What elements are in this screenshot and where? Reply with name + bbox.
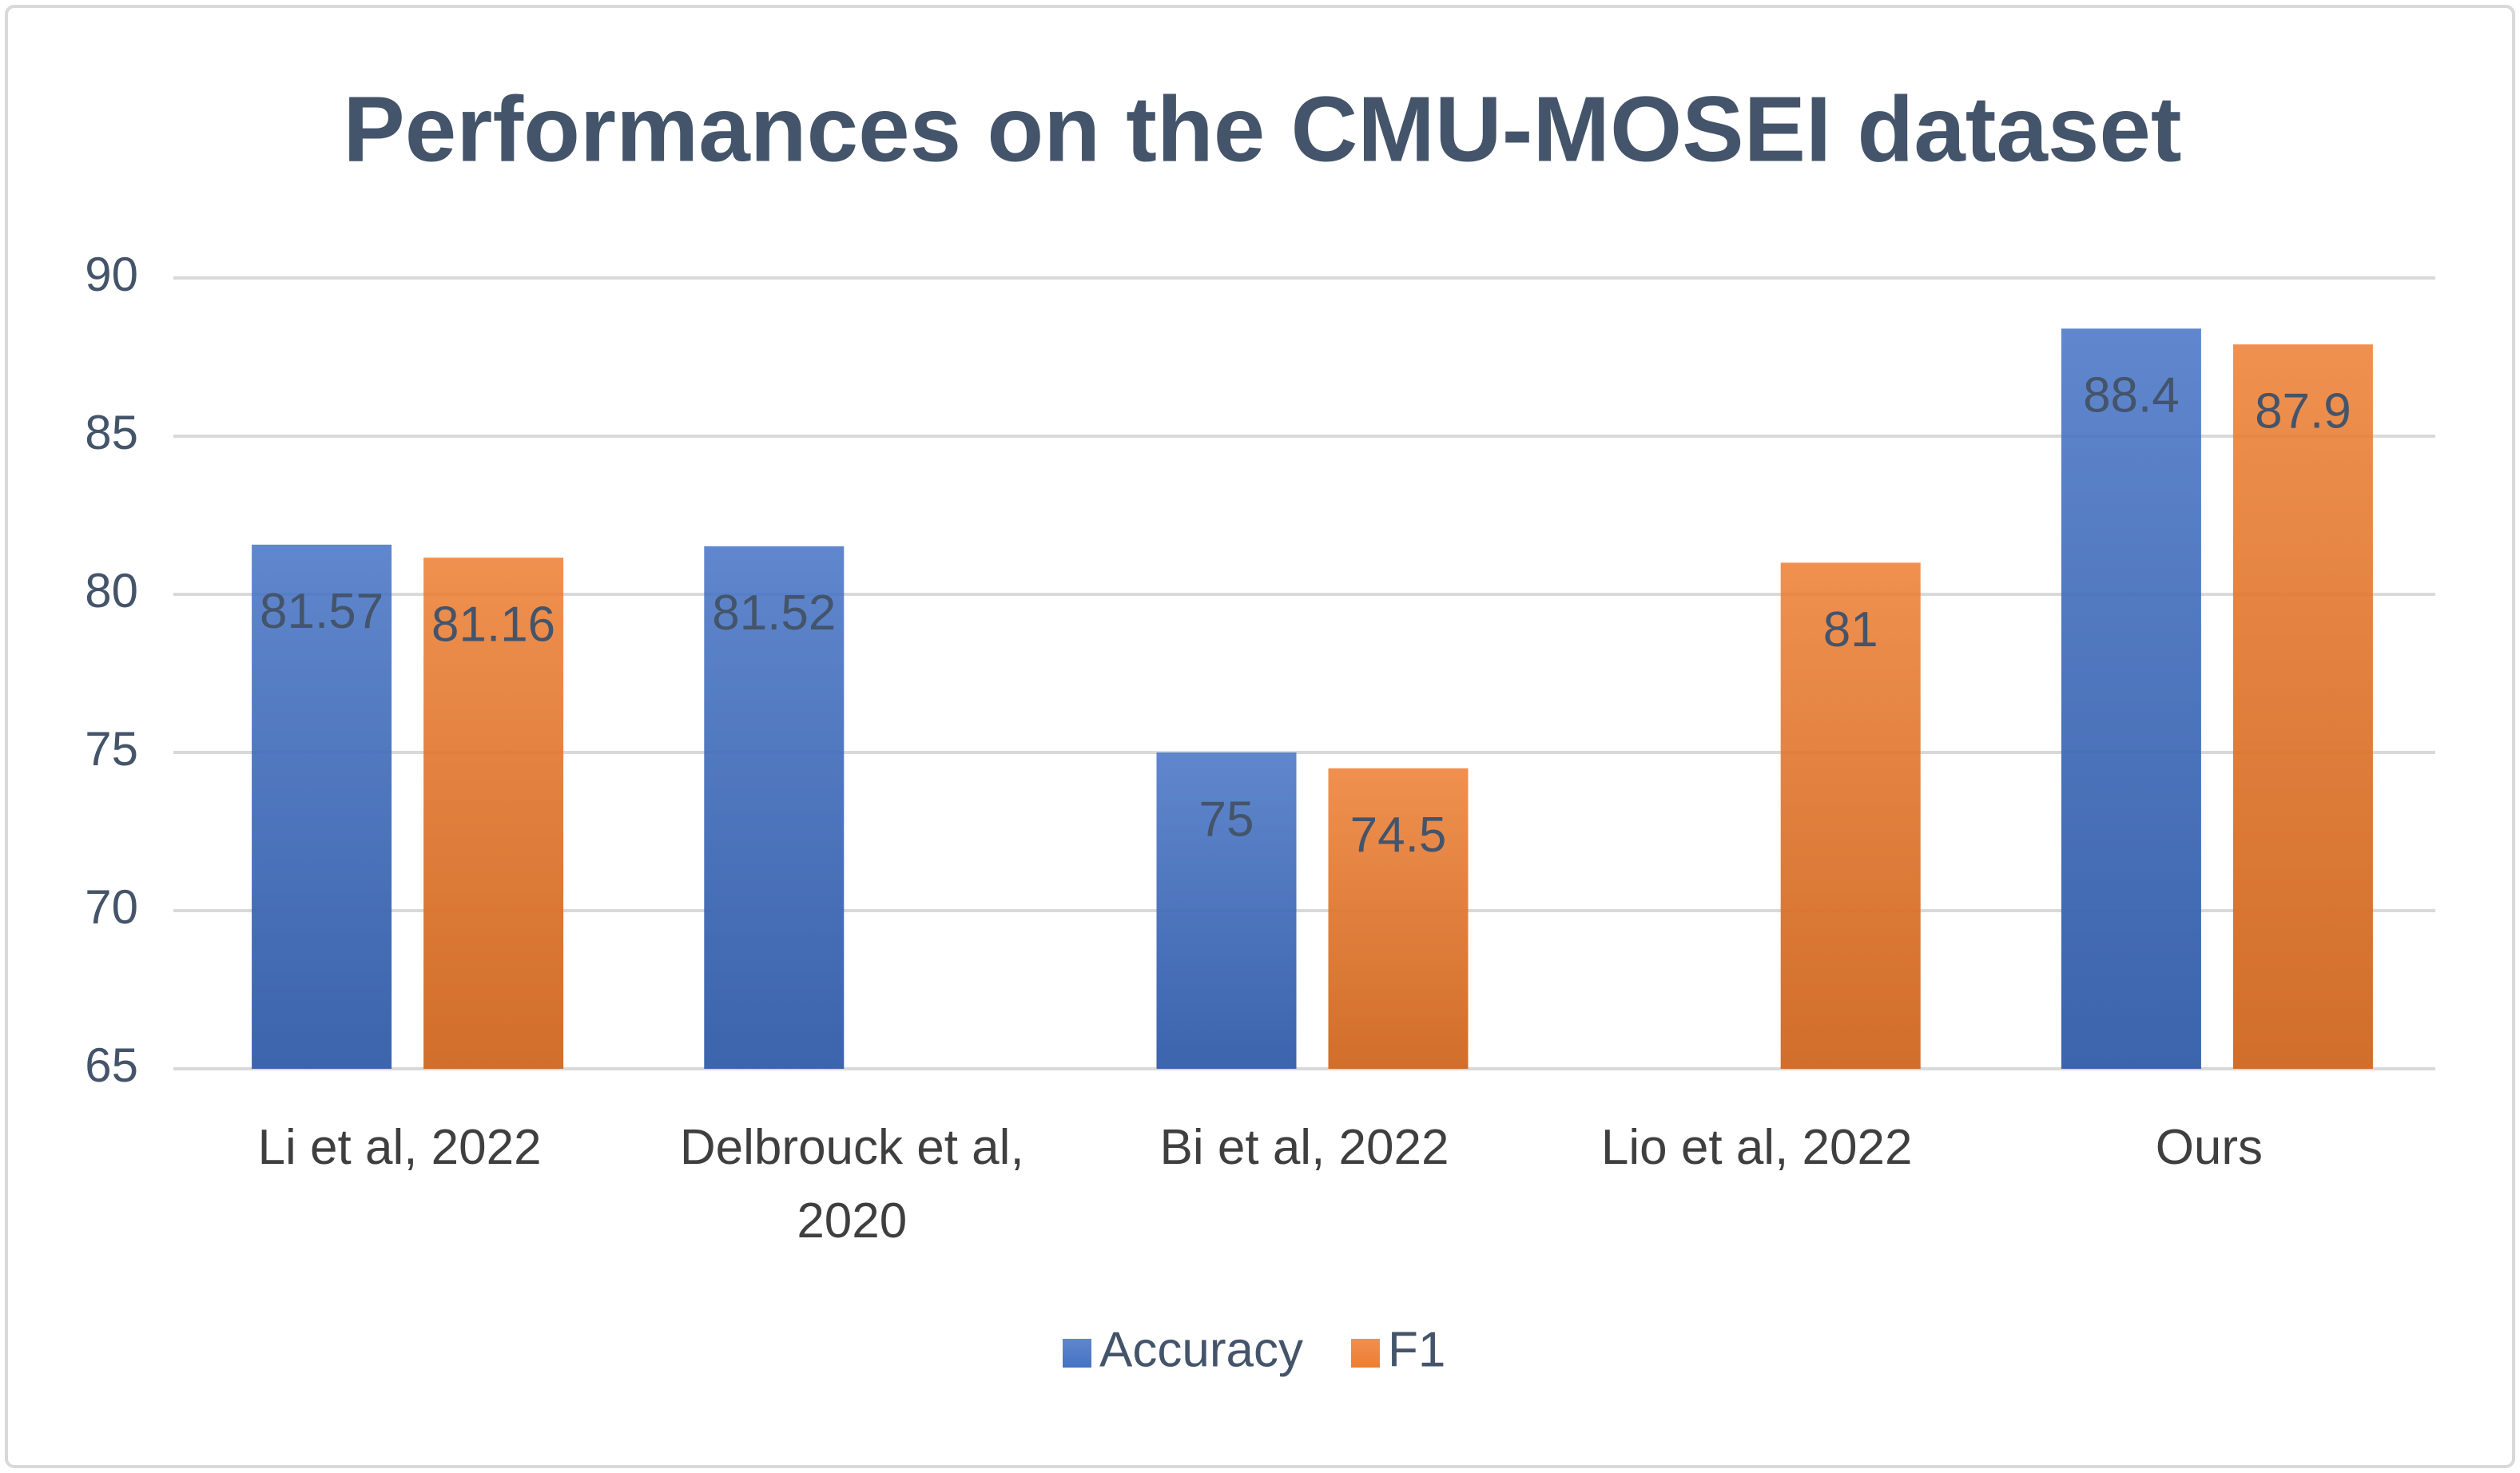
data-label: 81.52: [712, 586, 836, 641]
data-label: 81: [1823, 602, 1878, 657]
data-label: 88.4: [2083, 368, 2180, 423]
x-tick-label: Bi et al, 2022: [1159, 1120, 1449, 1175]
data-label: 81.57: [260, 584, 384, 639]
legend-label: F1: [1388, 1322, 1445, 1377]
data-label: 81.16: [431, 597, 555, 652]
legend-swatch: [1350, 1339, 1380, 1368]
y-tick-label: 70: [85, 880, 138, 934]
chart-title: Performances on the CMU-MOSEI dataset: [343, 77, 2181, 181]
legend-label: Accuracy: [1099, 1322, 1303, 1377]
x-tick-label: Lio et al, 2022: [1600, 1120, 1913, 1175]
x-tick-label: Li et al, 2022: [257, 1120, 542, 1175]
chart-border: [5, 5, 2515, 1468]
legend-swatch: [1063, 1339, 1091, 1368]
y-tick-label: 90: [85, 248, 138, 301]
x-tick-label: Delbrouck et al, 2020: [679, 1120, 1024, 1249]
data-label: 74.5: [1350, 808, 1447, 863]
data-label: 87.9: [2255, 384, 2351, 439]
x-tick-label: Ours: [2155, 1120, 2264, 1175]
y-tick-label: 80: [85, 564, 138, 617]
bar: [2061, 328, 2201, 1069]
y-tick-label: 75: [85, 722, 138, 776]
bar: [2232, 344, 2373, 1069]
y-tick-label: 65: [85, 1038, 138, 1092]
data-label: 75: [1199, 792, 1254, 847]
y-tick-label: 85: [85, 406, 138, 459]
